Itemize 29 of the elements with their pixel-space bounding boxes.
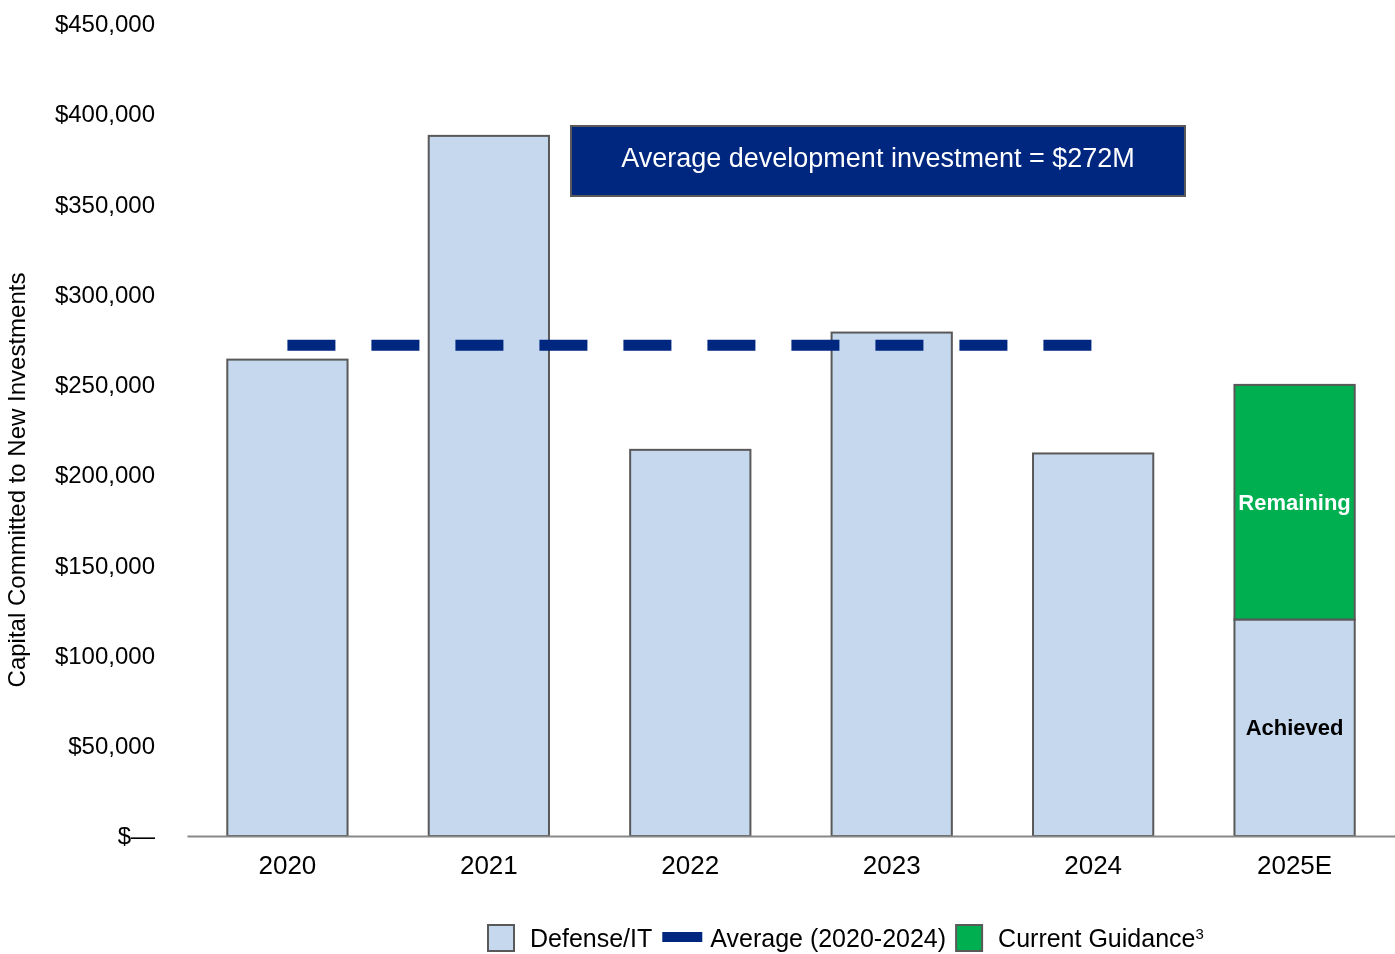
y-axis-title: Capital Committed to New Investments xyxy=(3,272,30,688)
x-tick-label: 2020 xyxy=(258,850,317,881)
y-tick-label: $450,000 xyxy=(54,10,155,38)
y-tick-label: $150,000 xyxy=(54,551,155,579)
x-tick-label: 2025E xyxy=(1256,850,1333,881)
x-tick-label: 2024 xyxy=(1064,850,1123,881)
x-tick-label: 2023 xyxy=(862,850,921,881)
legend-label: Current Guidance$^{3}$ xyxy=(998,924,1204,952)
annotation: Achieved xyxy=(1245,715,1344,741)
y-tick-label: $300,000 xyxy=(54,280,155,308)
bar xyxy=(1032,452,1155,837)
y-tick-label: $50,000 xyxy=(68,731,155,759)
legend-label: Average (2020-2024) xyxy=(710,924,947,952)
bar xyxy=(830,331,953,837)
legend-label: Defense/IT xyxy=(530,924,653,952)
text-box: Average development investment = $272M xyxy=(570,125,1186,197)
y-tick-label: $— xyxy=(117,822,155,850)
bar xyxy=(226,358,349,837)
y-tick-label: $400,000 xyxy=(54,100,155,128)
y-tick-label: $350,000 xyxy=(54,190,155,218)
annotation: Average development investment = $272M xyxy=(621,143,1135,173)
bar xyxy=(629,448,752,837)
annotation: Remaining xyxy=(1238,489,1351,515)
y-tick-label: $200,000 xyxy=(54,461,155,489)
x-tick-label: 2022 xyxy=(661,850,720,881)
y-tick-label: $100,000 xyxy=(54,641,155,669)
bar xyxy=(427,134,550,837)
x-tick-label: 2021 xyxy=(459,850,518,881)
y-tick-label: $250,000 xyxy=(54,371,155,399)
